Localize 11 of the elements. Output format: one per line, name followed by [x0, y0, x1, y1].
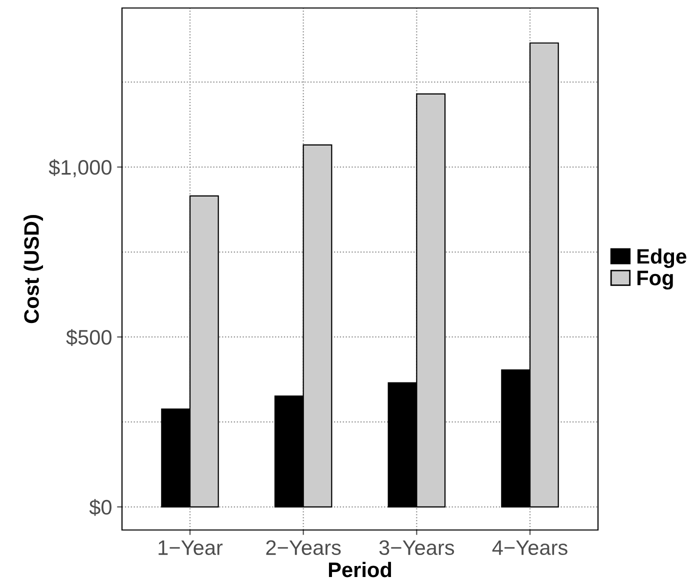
x-axis-title: Period [328, 562, 392, 578]
y-axis-title: Cost (USD) [24, 215, 44, 324]
x-tick-label: 1−Year [158, 540, 223, 556]
x-tick-label: 3−Years [379, 540, 454, 556]
y-tick-label: $1,000 [48, 159, 112, 178]
y-tick-label: $0 [89, 499, 112, 516]
x-tick-label: 4−Years [492, 540, 568, 556]
x-tick-label: 2−Years [266, 540, 341, 556]
y-tick-label: $500 [66, 329, 112, 346]
legend-label: Edge [637, 248, 686, 268]
legend-label: Fog [637, 270, 673, 290]
